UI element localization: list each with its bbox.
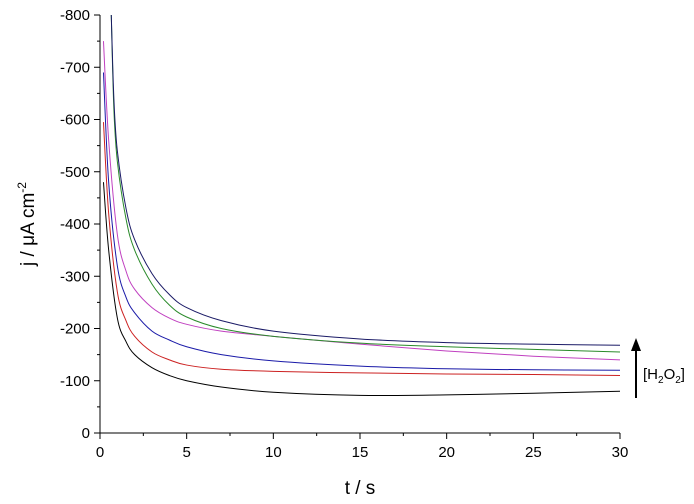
y-axis-title-sup: -2 [15,182,29,193]
y-tick-label: -400 [60,216,90,233]
x-axis-title: t / s [345,478,376,499]
x-tick-label: 0 [96,444,104,461]
x-tick-label: 30 [612,444,629,461]
x-tick-label: 25 [525,444,542,461]
y-tick-label: -700 [60,59,90,76]
x-tick-label: 5 [182,444,190,461]
x-tick-label: 10 [265,444,282,461]
tick-labels: 0 5 10 15 20 25 30 0 -100 -200 -300 -400 -500 -600 -70… [60,7,628,461]
series-line-5 [110,14,621,353]
increase-arrow-head [631,338,641,351]
y-tick-label: -200 [60,321,90,338]
y-tick-label: -100 [60,373,90,390]
y-axis-title: j / μA cm-2 [15,182,39,267]
h2o2-label: [H2O2] [643,366,685,386]
y-tick-label: -500 [60,164,90,181]
x-tick-label: 20 [438,444,455,461]
series-line-2 [102,122,621,377]
y-tick-label: -300 [60,268,90,285]
series-line-1 [102,182,621,397]
y-tick-label: -600 [60,112,90,129]
y-tick-label: 0 [82,425,90,442]
x-tick-label: 15 [352,444,369,461]
series-group [102,14,621,397]
series-line-6 [110,14,621,346]
ticks [94,14,621,439]
series-line-3 [102,72,621,371]
concentration-annotation: [H2O2] [631,338,685,398]
series-line-4 [102,41,621,361]
y-tick-label: -800 [60,7,90,24]
y-axis-title-main: j / μA cm [18,193,39,267]
